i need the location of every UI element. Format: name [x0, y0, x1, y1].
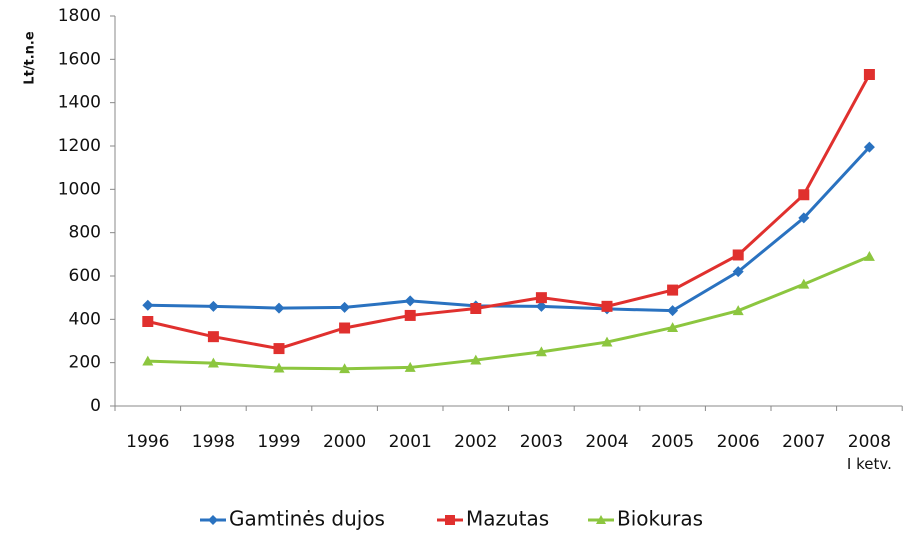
marker	[732, 249, 744, 261]
marker	[207, 357, 219, 368]
marker	[798, 278, 810, 289]
marker	[142, 299, 154, 311]
x-tick-label: 2005	[651, 432, 694, 452]
y-tick-label: 1400	[58, 93, 101, 113]
series-line	[147, 146, 871, 313]
marker	[863, 69, 875, 80]
marker	[273, 302, 285, 314]
marker	[667, 284, 679, 296]
marker	[470, 303, 482, 314]
y-axis-label: Lt/t.n.e	[23, 31, 38, 85]
y-tick-label: 1000	[58, 179, 101, 199]
x-tick-label: 1996	[126, 432, 169, 452]
y-tick-label: 1800	[58, 6, 101, 26]
marker	[404, 295, 416, 307]
x-tick-label: 2003	[520, 432, 563, 452]
marker	[142, 316, 154, 327]
y-tick-label: 0	[90, 396, 101, 416]
marker	[142, 355, 154, 366]
legend-label: Gamtinės dujos	[229, 507, 385, 531]
y-tick-label: 800	[69, 223, 101, 243]
label-line: 2008	[848, 432, 891, 452]
y-tick-label: 600	[69, 266, 101, 286]
marker	[339, 301, 351, 313]
series-line	[147, 73, 871, 351]
marker	[207, 300, 219, 312]
x-tick-label: 1999	[257, 432, 300, 452]
legend-label: Mazutas	[466, 507, 549, 531]
x-tick-label: 2000	[323, 432, 366, 452]
x-tick-label: 2004	[585, 432, 628, 452]
y-tick-label: 200	[69, 353, 101, 373]
marker	[596, 515, 606, 524]
marker	[601, 336, 613, 347]
marker	[339, 363, 351, 374]
label-line: I ketv.	[847, 455, 892, 473]
marker	[732, 305, 744, 316]
marker	[667, 305, 679, 317]
marker	[470, 354, 482, 365]
x-tick-label: 2001	[389, 432, 432, 452]
marker	[863, 141, 875, 153]
marker	[273, 343, 285, 355]
marker	[535, 300, 547, 312]
marker	[404, 309, 416, 321]
marker	[732, 266, 744, 278]
marker	[798, 212, 810, 224]
marker	[863, 251, 875, 261]
y-tick-label: 1200	[58, 136, 101, 156]
marker	[445, 515, 455, 525]
y-tick-label: 1600	[58, 49, 101, 69]
legend-label: Biokuras	[617, 507, 703, 531]
marker	[339, 322, 351, 334]
x-tick-label: 2002	[454, 432, 497, 452]
marker	[667, 322, 679, 332]
y-tick-label: 400	[69, 309, 101, 329]
marker	[535, 346, 547, 357]
x-tick-label: 2007	[782, 432, 825, 452]
x-tick-label: 1998	[192, 432, 235, 452]
marker	[404, 361, 416, 372]
x-tick-label: 2008 I ketv.	[847, 432, 892, 473]
marker	[273, 362, 285, 373]
marker	[535, 292, 547, 304]
marker	[207, 331, 219, 343]
x-tick-label: 2006	[717, 432, 760, 452]
marker	[208, 515, 218, 525]
series-line	[147, 255, 870, 371]
marker	[601, 300, 613, 312]
marker	[798, 189, 810, 201]
